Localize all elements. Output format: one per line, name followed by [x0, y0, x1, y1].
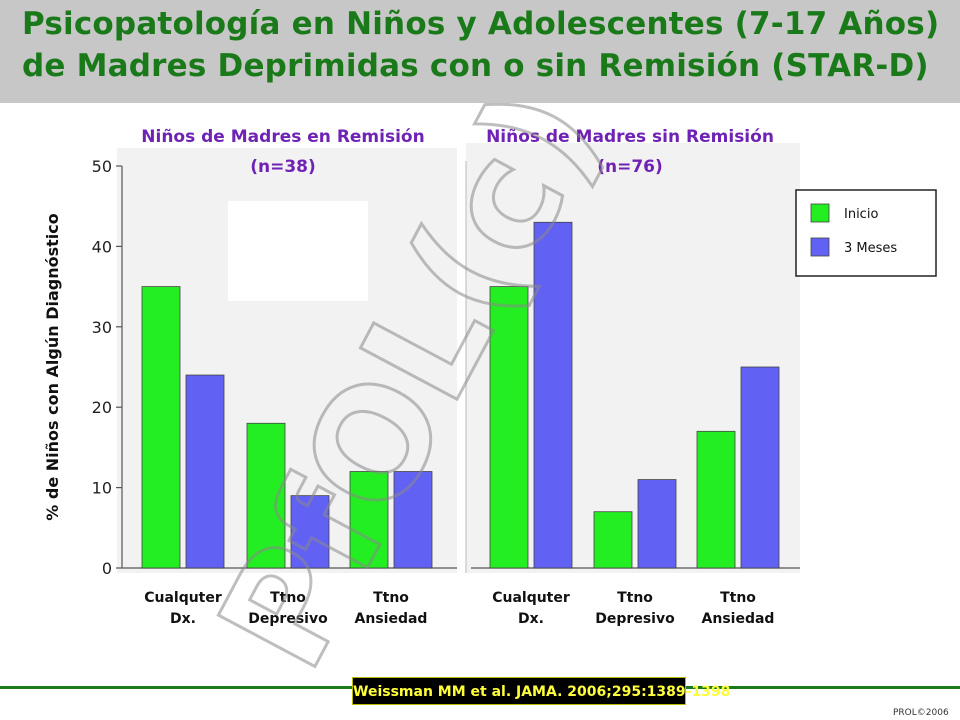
footer-copyright: PROL©2006: [893, 708, 949, 718]
category-label: Ttno: [617, 590, 653, 606]
y-tick-label: 50: [92, 157, 112, 176]
panel-title: Niños de Madres en Remisión: [141, 127, 424, 147]
category-label: Dx.: [518, 611, 544, 627]
category-label: Ttno: [373, 590, 409, 606]
panel-subtitle: (n=38): [250, 157, 316, 177]
y-tick-label: 40: [92, 237, 112, 256]
y-tick-label: 20: [92, 398, 112, 417]
legend-label: Inicio: [844, 207, 878, 222]
category-label: Ttno: [720, 590, 756, 606]
category-label: Ansiedad: [702, 611, 775, 627]
bar-inicio: [696, 430, 736, 569]
bar-3-meses: [290, 495, 330, 569]
category-label: Cualquter: [144, 590, 222, 606]
bar-3-meses: [740, 366, 780, 569]
category-label: Ansiedad: [355, 611, 428, 627]
bar-inicio: [593, 511, 633, 569]
panel-subtitle: (n=76): [597, 157, 663, 177]
category-label: Dx.: [170, 611, 196, 627]
y-tick-label: 0: [102, 559, 112, 578]
bar-3-meses: [637, 479, 677, 569]
legend-swatch: [810, 237, 830, 257]
y-tick-label: 30: [92, 318, 112, 337]
bar-3-meses: [393, 471, 433, 569]
bar-inicio: [141, 286, 181, 569]
bar-3-meses: [185, 374, 225, 569]
panel-blank-area: [228, 201, 368, 301]
legend-label: 3 Meses: [844, 241, 897, 256]
bar-3-meses: [533, 221, 573, 569]
slide-title-line-1: Psicopatología en Niños y Adolescentes (…: [22, 6, 940, 42]
category-label: Depresivo: [248, 611, 328, 627]
bar-chart: 0 10 20 30 40 50 % de Niños con Algún Diagnóst…: [43, 103, 937, 678]
y-axis-label: % de Niños con Algún Diagnóstico: [43, 213, 62, 520]
bar-inicio: [246, 422, 286, 569]
citation-box: Weissman MM et al. JAMA. 2006;295:1389-1…: [352, 677, 730, 705]
bar-inicio: [489, 286, 529, 569]
legend-swatch: [810, 203, 830, 223]
slide-title-line-2: de Madres Deprimidas con o sin Remisión …: [22, 48, 929, 84]
legend-box: [795, 189, 937, 277]
panel-title: Niños de Madres sin Remisión: [486, 127, 774, 147]
y-tick-label: 10: [92, 479, 112, 498]
bar-inicio: [349, 471, 389, 569]
category-label: Ttno: [270, 590, 306, 606]
category-label: Cualquter: [492, 590, 570, 606]
title-bar: Psicopatología en Niños y Adolescentes (…: [0, 0, 960, 103]
category-label: Depresivo: [595, 611, 675, 627]
